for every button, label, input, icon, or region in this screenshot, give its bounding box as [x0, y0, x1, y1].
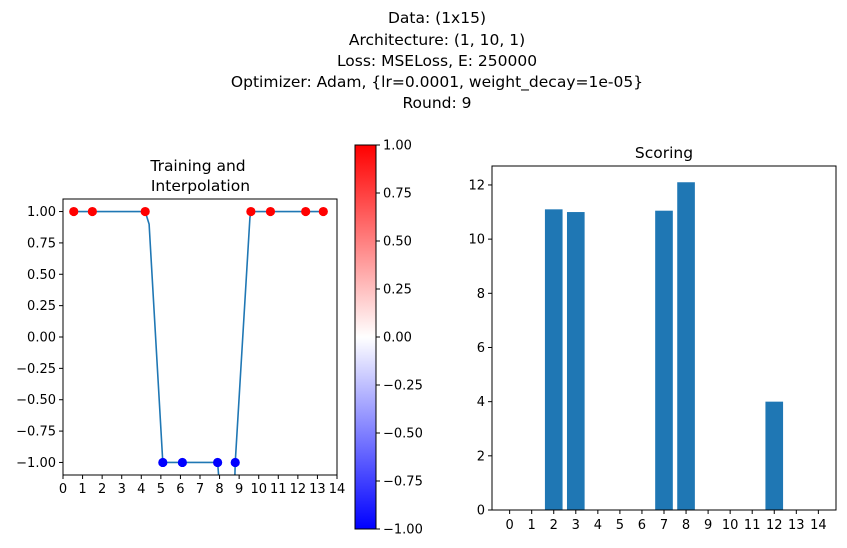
y-tick-label: −0.25 — [16, 362, 56, 377]
interpolation-title-line: Interpolation — [146, 177, 250, 195]
suptitle-line: Architecture: (1, 10, 1) — [349, 31, 525, 49]
x-tick-label: 6 — [176, 482, 184, 497]
x-tick-label: 9 — [704, 518, 712, 533]
x-tick-label: 11 — [744, 518, 761, 533]
x-tick-label: 0 — [506, 518, 514, 533]
scoring-title: Scoring — [635, 144, 693, 162]
y-tick-label: 12 — [468, 178, 485, 193]
y-tick-label: 1.00 — [27, 205, 56, 220]
colorbar-tick-label: −0.25 — [383, 379, 423, 394]
y-tick-label: 2 — [477, 449, 485, 464]
x-tick-label: 12 — [290, 482, 307, 497]
training-point-7 — [246, 206, 256, 217]
score-bar-7 — [655, 210, 673, 510]
colorbar-tick-label: 0.00 — [383, 331, 412, 346]
training-point-1 — [87, 206, 97, 217]
training-point-3 — [158, 457, 168, 468]
x-tick-label: 9 — [235, 482, 243, 497]
score-bar-2 — [544, 209, 563, 511]
colorbar-tick-label: −0.50 — [383, 427, 423, 442]
suptitle-line: Round: 9 — [402, 94, 471, 112]
score-bar-12 — [765, 401, 784, 510]
x-tick-label: 7 — [660, 518, 668, 533]
figure-suptitle: Data: (1x15) Architecture: (1, 10, 1) Lo… — [231, 9, 643, 112]
x-tick-label: 11 — [270, 482, 287, 497]
x-tick-label: 8 — [682, 518, 690, 533]
y-tick-label: −0.75 — [16, 425, 56, 440]
colorbar-tick-label: 0.50 — [383, 235, 412, 250]
y-tick-label: 0.00 — [27, 331, 56, 346]
x-tick-label: 3 — [118, 482, 126, 497]
colorbar-gradient — [355, 145, 376, 529]
x-tick-label: 14 — [329, 482, 346, 497]
training-point-8 — [265, 206, 276, 217]
x-tick-label: 14 — [810, 518, 827, 533]
y-tick-label: −1.00 — [16, 456, 56, 471]
training-point-0 — [69, 206, 79, 217]
x-tick-label: 13 — [309, 482, 326, 497]
x-tick-label: 5 — [157, 482, 165, 497]
colorbar-tick-label: 1.00 — [383, 139, 412, 154]
x-tick-label: 1 — [78, 482, 86, 497]
x-tick-label: 0 — [59, 482, 67, 497]
x-tick-label: 8 — [215, 482, 223, 497]
x-tick-label: 10 — [722, 518, 739, 533]
training-point-9 — [301, 206, 311, 217]
colorbar: 1.00 0.75 0.50 0.25 0.00 −0.25 −0.50 −0.75 −1.00 — [354, 139, 423, 538]
x-tick-label: 1 — [528, 518, 536, 533]
y-tick-label: 10 — [468, 233, 485, 248]
y-tick-label: 0.25 — [27, 299, 56, 314]
x-tick-label: 2 — [550, 518, 558, 533]
x-tick-label: 5 — [616, 518, 624, 533]
interpolation-axes-frame — [62, 198, 338, 476]
score-bar-8 — [677, 182, 695, 511]
training-point-4 — [177, 457, 187, 468]
x-tick-label: 13 — [788, 518, 805, 533]
y-tick-label: −0.50 — [16, 393, 56, 408]
interpolation-plot-area: 0 1 2 3 4 5 6 7 8 9 10 11 12 13 141.000.750.500.250.00… — [16, 198, 346, 497]
suptitle-line: Optimizer: Adam, {lr=0.0001, weight_deca… — [231, 73, 643, 92]
colorbar-tick-label: −1.00 — [383, 523, 423, 538]
suptitle-line: Data: (1x15) — [388, 9, 486, 27]
score-bar-3 — [566, 212, 585, 510]
x-tick-label: 7 — [196, 482, 204, 497]
training-point-6 — [230, 457, 240, 468]
y-tick-label: 8 — [477, 287, 485, 302]
y-tick-label: 4 — [477, 395, 485, 410]
training-point-5 — [213, 457, 223, 468]
y-tick-label: 0.50 — [27, 268, 56, 283]
y-tick-label: 0 — [477, 504, 485, 519]
colorbar-tick-label: 0.75 — [383, 187, 412, 202]
x-tick-label: 10 — [250, 482, 267, 497]
x-tick-label: 2 — [98, 482, 106, 497]
training-point-10 — [318, 206, 328, 217]
x-tick-label: 6 — [638, 518, 646, 533]
x-tick-label: 4 — [137, 482, 145, 497]
y-tick-label: 6 — [477, 341, 485, 356]
interpolation-chart: Training and Interpolation 0 1 2 3 4 5 6 7 8 9 10 1… — [16, 157, 346, 497]
colorbar-ticks: 1.00 0.75 0.50 0.25 0.00 −0.25 −0.50 −0.75 −1.00 — [376, 139, 423, 538]
x-tick-label: 4 — [594, 518, 602, 533]
suptitle-line: Loss: MSELoss, E: 250000 — [337, 52, 537, 70]
x-tick-label: 12 — [766, 518, 783, 533]
training-point-2 — [140, 206, 150, 217]
colorbar-tick-label: 0.25 — [383, 283, 412, 298]
x-tick-label: 3 — [572, 518, 580, 533]
y-tick-label: 0.75 — [27, 236, 56, 251]
colorbar-tick-label: −0.75 — [383, 475, 423, 490]
interpolation-title-line: Training and — [149, 157, 245, 175]
interpolation-line — [73, 210, 324, 475]
